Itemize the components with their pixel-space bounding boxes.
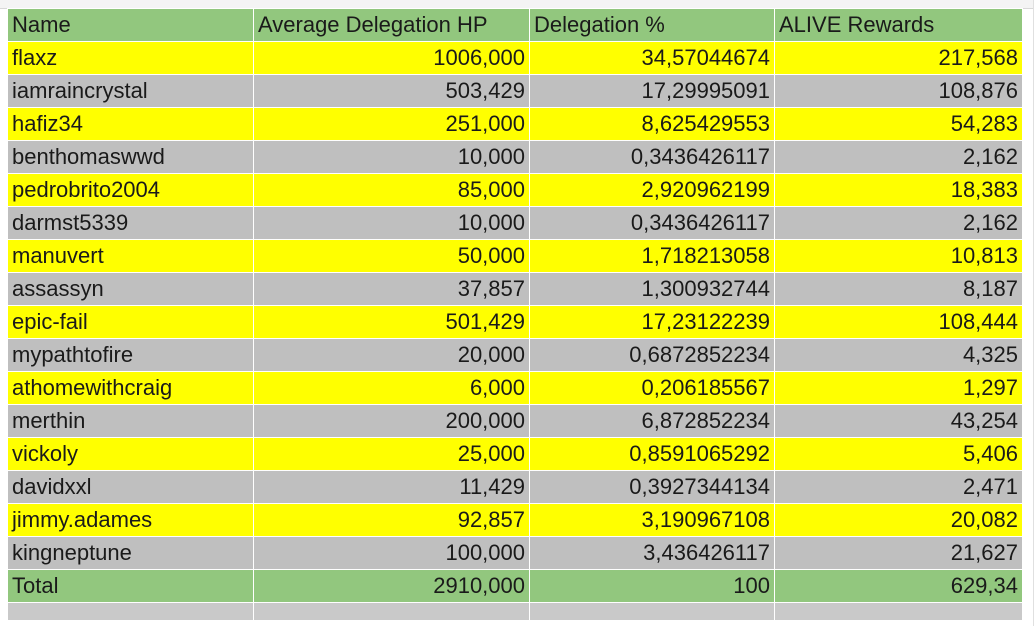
table-row: assassyn 37,857 1,300932744 8,187 [7, 272, 1023, 306]
table-row: mypathtofire 20,000 0,6872852234 4,325 [7, 338, 1023, 372]
header-avg-delegation-hp-cell[interactable]: Average Delegation HP [253, 8, 530, 42]
alive-rewards-cell[interactable]: 108,876 [774, 74, 1023, 108]
avg-delegation-hp-cell[interactable]: 25,000 [253, 437, 530, 471]
table-row: manuvert 50,000 1,718213058 10,813 [7, 239, 1023, 273]
name-cell[interactable]: benthomaswwd [7, 140, 254, 174]
table-row: kingneptune 100,000 3,436426117 21,627 [7, 536, 1023, 570]
alive-rewards-cell[interactable]: 2,162 [774, 206, 1023, 240]
name-cell[interactable]: epic-fail [7, 305, 254, 339]
header-delegation-pct-cell[interactable]: Delegation % [529, 8, 775, 42]
name-cell[interactable]: darmst5339 [7, 206, 254, 240]
delegation-pct-cell[interactable]: 0,206185567 [529, 371, 775, 405]
avg-delegation-hp-cell[interactable]: 6,000 [253, 371, 530, 405]
table-row: jimmy.adames 92,857 3,190967108 20,082 [7, 503, 1023, 537]
table-row: flaxz 1006,000 34,57044674 217,568 [7, 41, 1023, 75]
name-cell[interactable]: kingneptune [7, 536, 254, 570]
alive-rewards-cell[interactable]: 5,406 [774, 437, 1023, 471]
alive-rewards-cell[interactable]: 21,627 [774, 536, 1023, 570]
delegation-pct-cell[interactable]: 1,718213058 [529, 239, 775, 273]
avg-delegation-hp-cell[interactable]: 503,429 [253, 74, 530, 108]
avg-delegation-hp-cell[interactable]: 100,000 [253, 536, 530, 570]
alive-rewards-cell[interactable]: 1,297 [774, 371, 1023, 405]
name-cell[interactable]: davidxxl [7, 470, 254, 504]
alive-rewards-cell[interactable]: 43,254 [774, 404, 1023, 438]
name-cell[interactable]: assassyn [7, 272, 254, 306]
alive-rewards-cell[interactable]: 8,187 [774, 272, 1023, 306]
alive-rewards-cell[interactable]: 217,568 [774, 41, 1023, 75]
avg-delegation-hp-cell[interactable]: 11,429 [253, 470, 530, 504]
table-row: vickoly 25,000 0,8591065292 5,406 [7, 437, 1023, 471]
avg-delegation-hp-cell[interactable]: 37,857 [253, 272, 530, 306]
delegation-pct-cell[interactable]: 34,57044674 [529, 41, 775, 75]
table-row: epic-fail 501,429 17,23122239 108,444 [7, 305, 1023, 339]
delegation-pct-cell[interactable]: 3,190967108 [529, 503, 775, 537]
avg-delegation-hp-cell[interactable]: 92,857 [253, 503, 530, 537]
table-row: merthin 200,000 6,872852234 43,254 [7, 404, 1023, 438]
avg-delegation-hp-cell[interactable]: 1006,000 [253, 41, 530, 75]
name-cell[interactable]: vickoly [7, 437, 254, 471]
total-hp-cell[interactable]: 2910,000 [253, 569, 530, 603]
table-row: benthomaswwd 10,000 0,3436426117 2,162 [7, 140, 1023, 174]
avg-delegation-hp-cell[interactable]: 251,000 [253, 107, 530, 141]
delegation-pct-cell[interactable]: 1,300932744 [529, 272, 775, 306]
delegation-pct-cell[interactable]: 6,872852234 [529, 404, 775, 438]
avg-delegation-hp-cell[interactable]: 10,000 [253, 206, 530, 240]
delegation-pct-cell[interactable]: 2,920962199 [529, 173, 775, 207]
header-name-cell[interactable]: Name [7, 8, 254, 42]
avg-delegation-hp-cell[interactable]: 200,000 [253, 404, 530, 438]
alive-rewards-cell[interactable]: 2,471 [774, 470, 1023, 504]
header-row: Name Average Delegation HP Delegation % … [7, 8, 1023, 42]
empty-cell[interactable] [7, 602, 254, 621]
delegation-pct-cell[interactable]: 0,6872852234 [529, 338, 775, 372]
total-label-cell[interactable]: Total [7, 569, 254, 603]
name-cell[interactable]: pedrobrito2004 [7, 173, 254, 207]
table-row: darmst5339 10,000 0,3436426117 2,162 [7, 206, 1023, 240]
alive-rewards-cell[interactable]: 108,444 [774, 305, 1023, 339]
avg-delegation-hp-cell[interactable]: 85,000 [253, 173, 530, 207]
delegation-pct-cell[interactable]: 0,3436426117 [529, 140, 775, 174]
empty-cell[interactable] [253, 602, 530, 621]
alive-rewards-cell[interactable]: 20,082 [774, 503, 1023, 537]
alive-rewards-cell[interactable]: 54,283 [774, 107, 1023, 141]
table-row: pedrobrito2004 85,000 2,920962199 18,383 [7, 173, 1023, 207]
delegation-pct-cell[interactable]: 17,23122239 [529, 305, 775, 339]
delegation-pct-cell[interactable]: 0,8591065292 [529, 437, 775, 471]
total-pct-cell[interactable]: 100 [529, 569, 775, 603]
delegation-pct-cell[interactable]: 3,436426117 [529, 536, 775, 570]
empty-cell[interactable] [529, 602, 775, 621]
avg-delegation-hp-cell[interactable]: 20,000 [253, 338, 530, 372]
name-cell[interactable]: iamraincrystal [7, 74, 254, 108]
delegation-table: Name Average Delegation HP Delegation % … [7, 8, 1023, 621]
header-alive-rewards-cell[interactable]: ALIVE Rewards [774, 8, 1023, 42]
table-row: davidxxl 11,429 0,3927344134 2,471 [7, 470, 1023, 504]
total-reward-cell[interactable]: 629,34 [774, 569, 1023, 603]
alive-rewards-cell[interactable]: 18,383 [774, 173, 1023, 207]
name-cell[interactable]: merthin [7, 404, 254, 438]
alive-rewards-cell[interactable]: 4,325 [774, 338, 1023, 372]
alive-rewards-cell[interactable]: 2,162 [774, 140, 1023, 174]
delegation-pct-cell[interactable]: 8,625429553 [529, 107, 775, 141]
avg-delegation-hp-cell[interactable]: 501,429 [253, 305, 530, 339]
table-row: athomewithcraig 6,000 0,206185567 1,297 [7, 371, 1023, 405]
avg-delegation-hp-cell[interactable]: 10,000 [253, 140, 530, 174]
total-row: Total 2910,000 100 629,34 [7, 569, 1023, 603]
avg-delegation-hp-cell[interactable]: 50,000 [253, 239, 530, 273]
table-row: iamraincrystal 503,429 17,29995091 108,876 [7, 74, 1023, 108]
name-cell[interactable]: hafiz34 [7, 107, 254, 141]
delegation-pct-cell[interactable]: 0,3927344134 [529, 470, 775, 504]
name-cell[interactable]: jimmy.adames [7, 503, 254, 537]
empty-cell[interactable] [774, 602, 1023, 621]
name-cell[interactable]: mypathtofire [7, 338, 254, 372]
empty-row [7, 602, 1023, 621]
table-row: hafiz34 251,000 8,625429553 54,283 [7, 107, 1023, 141]
name-cell[interactable]: manuvert [7, 239, 254, 273]
delegation-pct-cell[interactable]: 17,29995091 [529, 74, 775, 108]
name-cell[interactable]: flaxz [7, 41, 254, 75]
name-cell[interactable]: athomewithcraig [7, 371, 254, 405]
alive-rewards-cell[interactable]: 10,813 [774, 239, 1023, 273]
delegation-pct-cell[interactable]: 0,3436426117 [529, 206, 775, 240]
